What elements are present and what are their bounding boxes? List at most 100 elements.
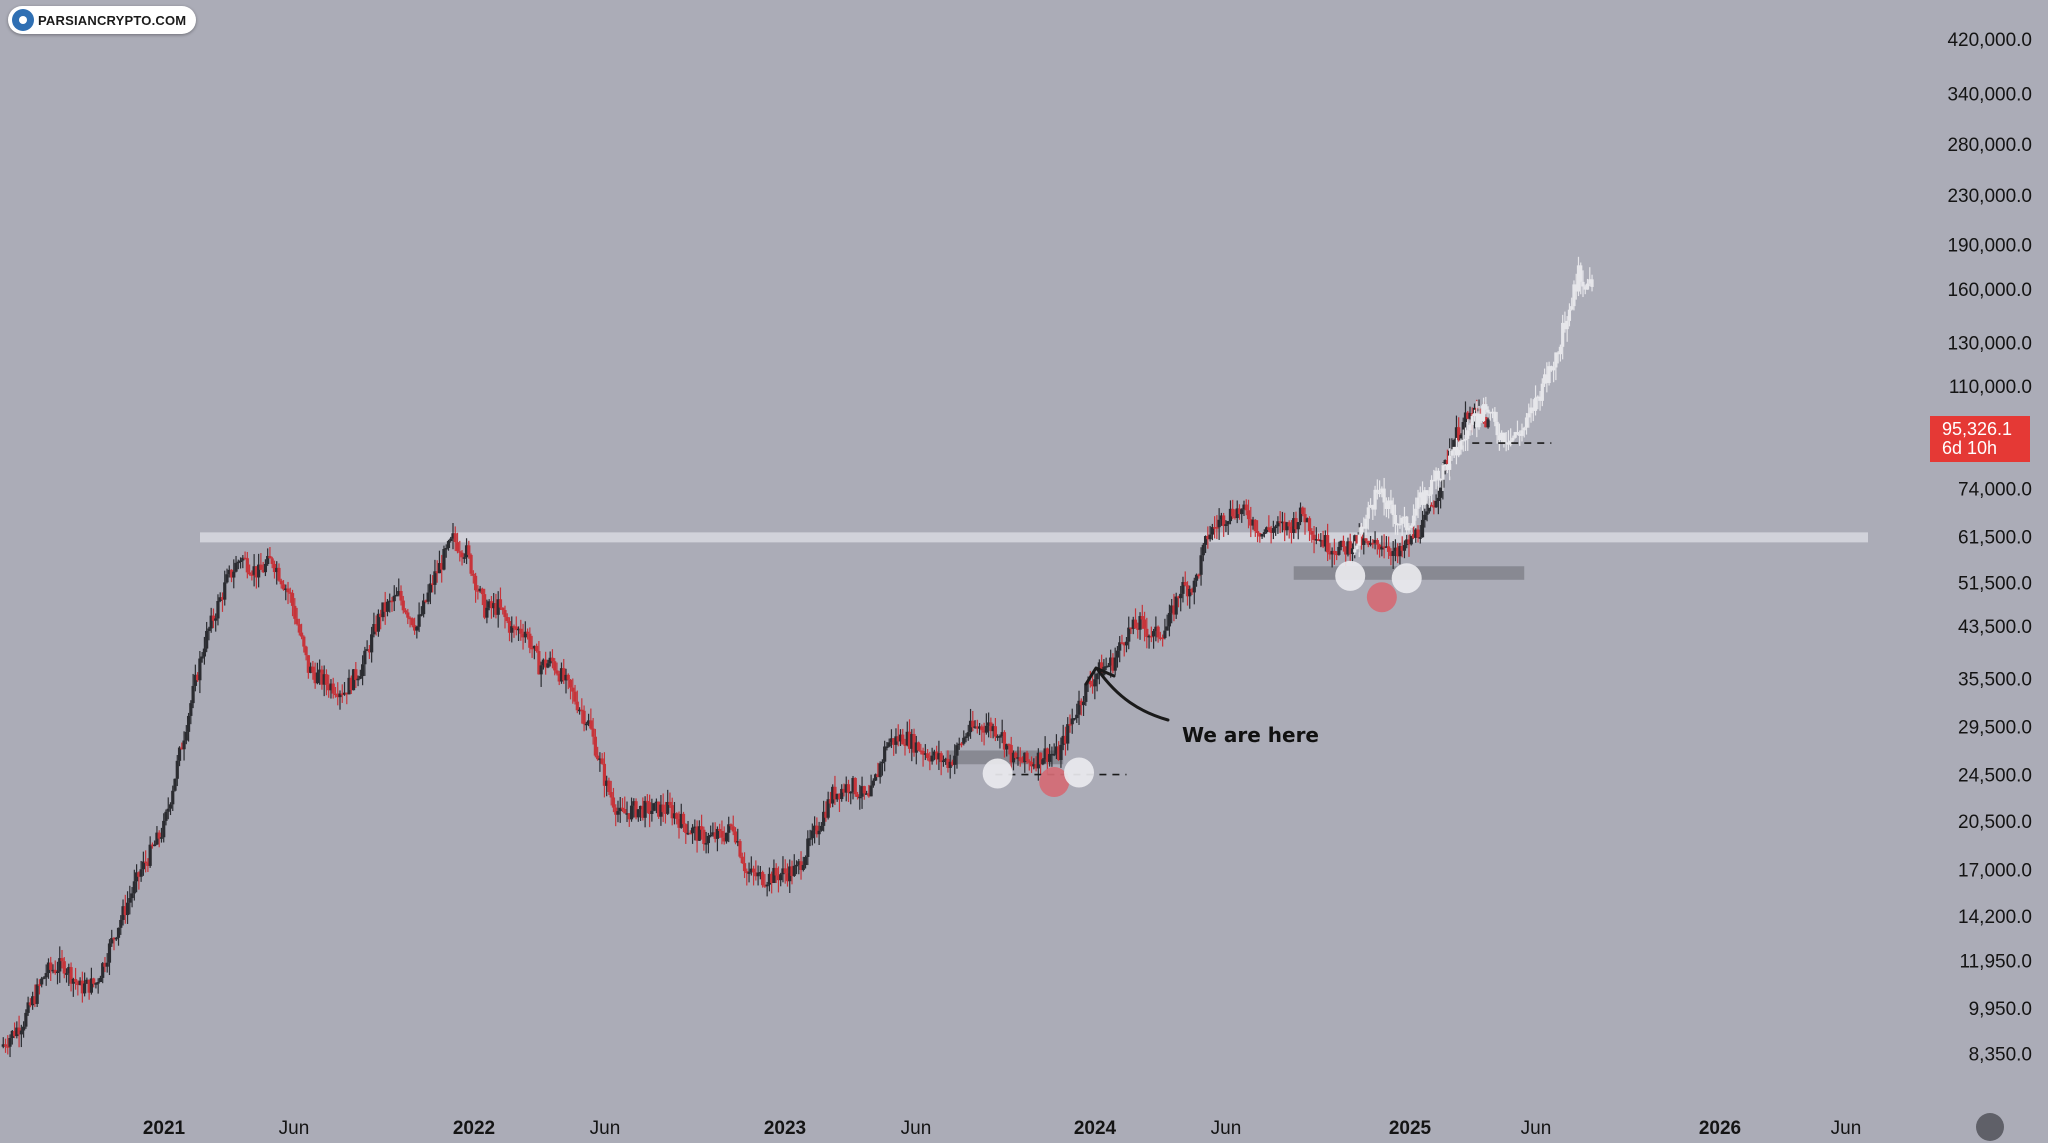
candle-body-231 bbox=[521, 633, 525, 638]
candle-body-589 bbox=[1330, 550, 1334, 555]
candle-body-364 bbox=[822, 811, 826, 826]
candle-body-241 bbox=[544, 659, 548, 668]
candle-body-377 bbox=[851, 777, 855, 792]
candle-body-302 bbox=[681, 813, 686, 825]
candle-body-321 bbox=[724, 832, 729, 842]
candle-body-445 bbox=[1005, 744, 1009, 750]
candle-body-516 bbox=[1165, 626, 1169, 631]
candle-body-47 bbox=[105, 962, 109, 967]
candle-body-538 bbox=[1215, 527, 1219, 529]
candle-body-389 bbox=[878, 763, 882, 778]
candle-body-306 bbox=[690, 827, 695, 834]
candle-body-458 bbox=[1034, 764, 1038, 769]
candle-body-352 bbox=[794, 864, 799, 867]
candle-body-450 bbox=[1016, 757, 1020, 759]
candle-body-617 bbox=[1393, 547, 1398, 551]
candle-body-533 bbox=[1203, 536, 1208, 545]
candle-body-502 bbox=[1133, 619, 1138, 629]
candle-body-612 bbox=[1382, 546, 1386, 549]
candle-body-199 bbox=[449, 538, 453, 542]
candle-body-515 bbox=[1163, 630, 1167, 638]
candle-body-52 bbox=[116, 927, 121, 938]
candle-body-584 bbox=[1319, 539, 1323, 542]
candle-body-536 bbox=[1210, 527, 1214, 535]
candle-body-92 bbox=[207, 628, 211, 631]
projection-candle-body-671 bbox=[1515, 432, 1520, 434]
projection-candle-body-657 bbox=[1484, 404, 1488, 410]
candle-body-38 bbox=[85, 979, 89, 984]
candle-body-513 bbox=[1158, 637, 1162, 639]
candle-body-417 bbox=[941, 760, 946, 763]
candle-body-386 bbox=[871, 780, 875, 786]
candle-body-457 bbox=[1032, 764, 1036, 767]
y-axis[interactable]: 420,000.0 340,000.0 280,000.0 230,000.0 190,… bbox=[1947, 30, 2032, 1065]
candle-body-390 bbox=[880, 761, 884, 764]
candle-body-54 bbox=[121, 906, 125, 920]
candle-body-12 bbox=[26, 1002, 30, 1013]
candle-body-130 bbox=[293, 605, 297, 619]
projection-candle-body-692 bbox=[1563, 322, 1567, 330]
candle-body-219 bbox=[494, 603, 498, 615]
candle-body-482 bbox=[1088, 680, 1092, 685]
candle-body-51 bbox=[114, 937, 118, 940]
candle-body-89 bbox=[200, 656, 204, 659]
candle-body-517 bbox=[1167, 612, 1172, 627]
candle-body-476 bbox=[1075, 714, 1079, 719]
watermark-text: PARSIANCRYPTO.COM bbox=[38, 12, 187, 28]
candle-body-198 bbox=[446, 541, 451, 548]
y-tick-label-17: 14,200.0 bbox=[1958, 907, 2032, 928]
candle-body-534 bbox=[1206, 536, 1210, 540]
candle-body-238 bbox=[537, 651, 541, 675]
candle-body-360 bbox=[813, 825, 817, 831]
projection-candle-body-656 bbox=[1481, 404, 1486, 422]
candle-body-404 bbox=[912, 734, 916, 753]
candle-body-388 bbox=[876, 774, 880, 778]
candle-body-637 bbox=[1439, 487, 1443, 498]
parsiancrypto-logo-icon bbox=[12, 9, 34, 31]
x-tick-label-1: Jun bbox=[279, 1118, 310, 1139]
candle-body-95 bbox=[214, 618, 218, 621]
candle-body-462 bbox=[1043, 748, 1047, 760]
y-tick-label-11: 43,500.0 bbox=[1958, 617, 2032, 638]
candle-body-331 bbox=[747, 872, 751, 874]
candle-body-39 bbox=[87, 979, 91, 993]
candle-body-220 bbox=[496, 599, 500, 615]
candle-body-412 bbox=[930, 755, 934, 762]
projection-candle-body-680 bbox=[1536, 396, 1540, 399]
candle-body-284 bbox=[641, 805, 645, 818]
candle-body-184 bbox=[415, 626, 419, 631]
candle-body-479 bbox=[1081, 701, 1086, 706]
candle-body-221 bbox=[498, 599, 503, 608]
candle-body-418 bbox=[944, 758, 948, 761]
candle-body-81 bbox=[182, 740, 186, 750]
candle-body-374 bbox=[844, 784, 848, 793]
candle-body-280 bbox=[632, 801, 636, 806]
candle-body-577 bbox=[1303, 514, 1307, 523]
candle-body-127 bbox=[286, 588, 290, 593]
candle-body-553 bbox=[1249, 519, 1253, 526]
scroll-button[interactable] bbox=[1976, 1113, 2004, 1141]
candle-body-630 bbox=[1423, 514, 1427, 520]
candle-body-296 bbox=[668, 801, 672, 806]
candle-body-74 bbox=[166, 808, 170, 812]
candle-body-114 bbox=[257, 564, 261, 578]
candle-body-495 bbox=[1118, 642, 1122, 651]
candle-body-614 bbox=[1387, 546, 1391, 552]
x-axis[interactable]: 2021 Jun 2022 Jun 2023 Jun 2024 Jun 2025 Jun 2026 J… bbox=[143, 1118, 1861, 1139]
candle-body-271 bbox=[611, 797, 616, 808]
projection-candle-body-654 bbox=[1477, 413, 1481, 428]
candle-body-635 bbox=[1434, 501, 1438, 508]
candle-body-286 bbox=[645, 800, 649, 803]
candle-body-304 bbox=[686, 832, 690, 835]
projection-candle-body-638 bbox=[1441, 465, 1445, 480]
candle-body-17 bbox=[37, 984, 42, 986]
candle-body-343 bbox=[774, 867, 778, 876]
candle-body-490 bbox=[1106, 665, 1110, 668]
candle-body-426 bbox=[962, 737, 966, 744]
candle-body-619 bbox=[1398, 546, 1402, 557]
projection-candle-body-608 bbox=[1373, 489, 1377, 510]
candle-body-66 bbox=[148, 844, 152, 866]
candle-body-278 bbox=[627, 813, 631, 820]
candle-body-588 bbox=[1328, 552, 1332, 555]
